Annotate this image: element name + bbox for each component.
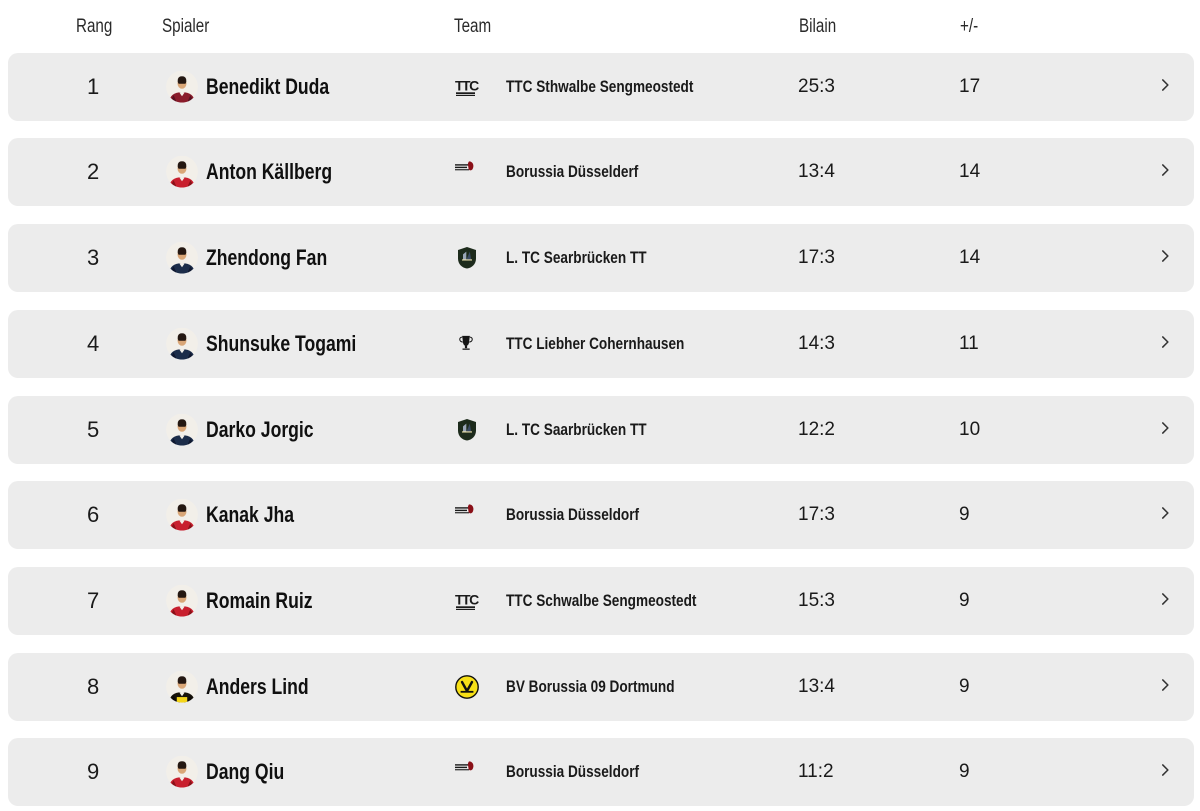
svg-text:TTC: TTC (455, 77, 479, 93)
svg-text:TTC: TTC (455, 591, 479, 607)
